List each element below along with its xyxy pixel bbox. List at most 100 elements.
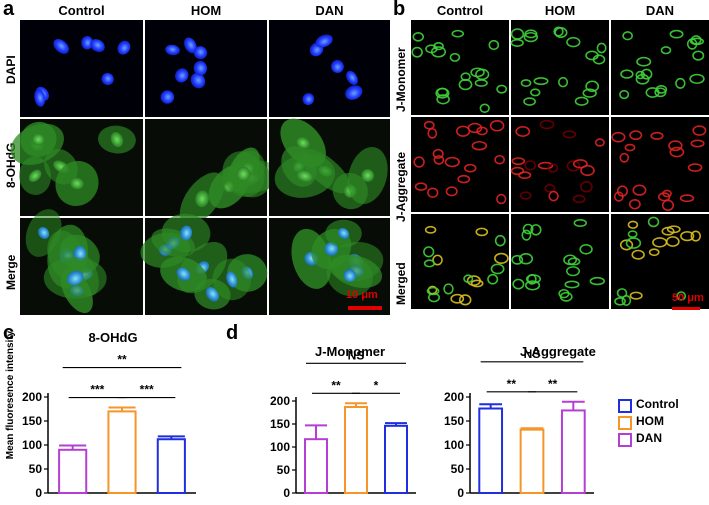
mitochondria-ring — [512, 278, 525, 290]
micrograph-a-8ohdg-hom — [145, 119, 281, 226]
mitochondria-ring — [427, 187, 439, 198]
panel-b-col-hom: HOM — [544, 3, 576, 18]
panel-b-scale-bar-label: 50 μm — [672, 292, 704, 304]
cell-nucleus — [331, 59, 344, 73]
mitochondria-ring — [436, 94, 450, 105]
mitochondria-ring — [625, 237, 642, 249]
cell-nucleus — [361, 169, 375, 182]
mitochondria-ring — [518, 253, 534, 265]
mitochondria-ring — [619, 152, 630, 163]
cell-nucleus — [190, 72, 206, 89]
cell-nucleus — [302, 93, 315, 106]
mitochondria-ring — [565, 266, 581, 277]
mitochondria-ring — [522, 223, 534, 235]
mitochondria-ring — [632, 184, 647, 196]
mitochondria-ring — [458, 78, 473, 91]
mitochondria-ring — [690, 139, 705, 148]
y-tick-label: 200 — [22, 390, 42, 404]
cell-nucleus — [296, 170, 314, 183]
panel-b-letter: b — [393, 0, 406, 20]
chart-title: 8-OHdG — [88, 330, 137, 345]
mitochondria-ring — [645, 87, 660, 98]
mitochondria-ring — [443, 283, 454, 295]
mitochondria-ring — [619, 239, 634, 251]
micrograph-background — [611, 214, 709, 309]
mitochondria-ring — [433, 155, 445, 165]
mitochondria-ring — [680, 230, 695, 242]
y-tick-label: 100 — [444, 438, 464, 452]
significance-label: NS — [348, 348, 365, 362]
cell-nucleus — [117, 40, 131, 55]
panel-b-col-control: Control — [436, 3, 484, 18]
significance-label: * — [374, 378, 379, 392]
mitochondria-ring — [510, 38, 524, 47]
mitochondria-ring — [657, 192, 671, 202]
bar-dan — [560, 409, 586, 494]
micrograph-background — [511, 117, 609, 212]
cell-nucleus — [165, 44, 180, 56]
bar-control — [478, 407, 504, 494]
micrograph-b-jaggregate-hom — [510, 117, 609, 212]
mitochondria-ring — [511, 254, 524, 265]
legend-swatch-dan — [618, 433, 632, 447]
mitochondria-ring — [511, 157, 526, 166]
mitochondria-ring — [412, 31, 425, 42]
mitochondria-ring — [620, 69, 634, 79]
micrograph-a-merge-control — [20, 209, 143, 315]
micrograph-b-jmonomer-hom — [510, 20, 609, 115]
mitochondria-ring — [596, 42, 607, 54]
cell-nucleus — [226, 271, 238, 288]
mitochondria-ring — [520, 79, 532, 87]
mitochondria-ring — [435, 87, 450, 99]
panel-a-scale-bar — [348, 306, 382, 310]
mitochondria-ring — [524, 280, 541, 291]
panel-a-col-hom: HOM — [190, 3, 222, 18]
mitochondria-ring — [629, 291, 643, 300]
mitochondria-ring — [636, 56, 652, 67]
mitochondria-ring — [426, 286, 440, 296]
mitochondria-ring — [622, 31, 633, 41]
y-tick-label: 0 — [35, 486, 42, 500]
mitochondria-ring — [464, 163, 477, 173]
mitochondria-ring — [470, 279, 484, 288]
micrograph-a-8ohdg-control — [10, 119, 143, 216]
mitochondria-ring — [574, 96, 589, 106]
mitochondria-ring — [647, 216, 660, 228]
mitochondria-ring — [496, 193, 507, 205]
mitochondria-ring — [650, 131, 664, 140]
significance-label: *** — [140, 383, 154, 397]
panel-d-letter: d — [226, 322, 239, 344]
bar-control — [384, 424, 408, 494]
cell-nucleus — [34, 89, 46, 107]
cell-nucleus — [315, 34, 333, 48]
mitochondria-ring — [423, 246, 435, 258]
mitochondria-ring — [450, 293, 465, 304]
mitochondria-ring — [458, 294, 472, 306]
significance-label: ** — [117, 353, 127, 367]
y-tick-label: 200 — [270, 394, 290, 408]
bar-control — [156, 438, 186, 494]
significance-label: ** — [548, 377, 558, 391]
mitochondria-ring — [573, 218, 587, 228]
mitochondria-ring — [533, 77, 549, 86]
mitochondria-ring — [660, 46, 672, 55]
cell-nucleus — [32, 133, 45, 146]
significance-label: ** — [331, 378, 341, 392]
mitochondria-ring — [425, 44, 438, 54]
bar-hom — [344, 405, 368, 495]
bar-dan — [58, 448, 88, 494]
mitochondria-ring — [510, 166, 525, 176]
cell-nucleus — [38, 227, 50, 239]
mitochondria-ring — [423, 259, 436, 268]
mitochondria-ring — [496, 84, 508, 94]
mitochondria-ring — [444, 156, 460, 168]
micrograph-b-jaggregate-dan — [611, 117, 709, 212]
micrograph-b-merged-dan — [611, 214, 709, 309]
mitochondria-ring — [414, 182, 428, 191]
mitochondria-ring — [490, 263, 505, 275]
mitochondria-ring — [544, 184, 556, 193]
mitochondria-ring — [624, 143, 636, 152]
micrograph-a-dapi-dan — [269, 20, 390, 117]
